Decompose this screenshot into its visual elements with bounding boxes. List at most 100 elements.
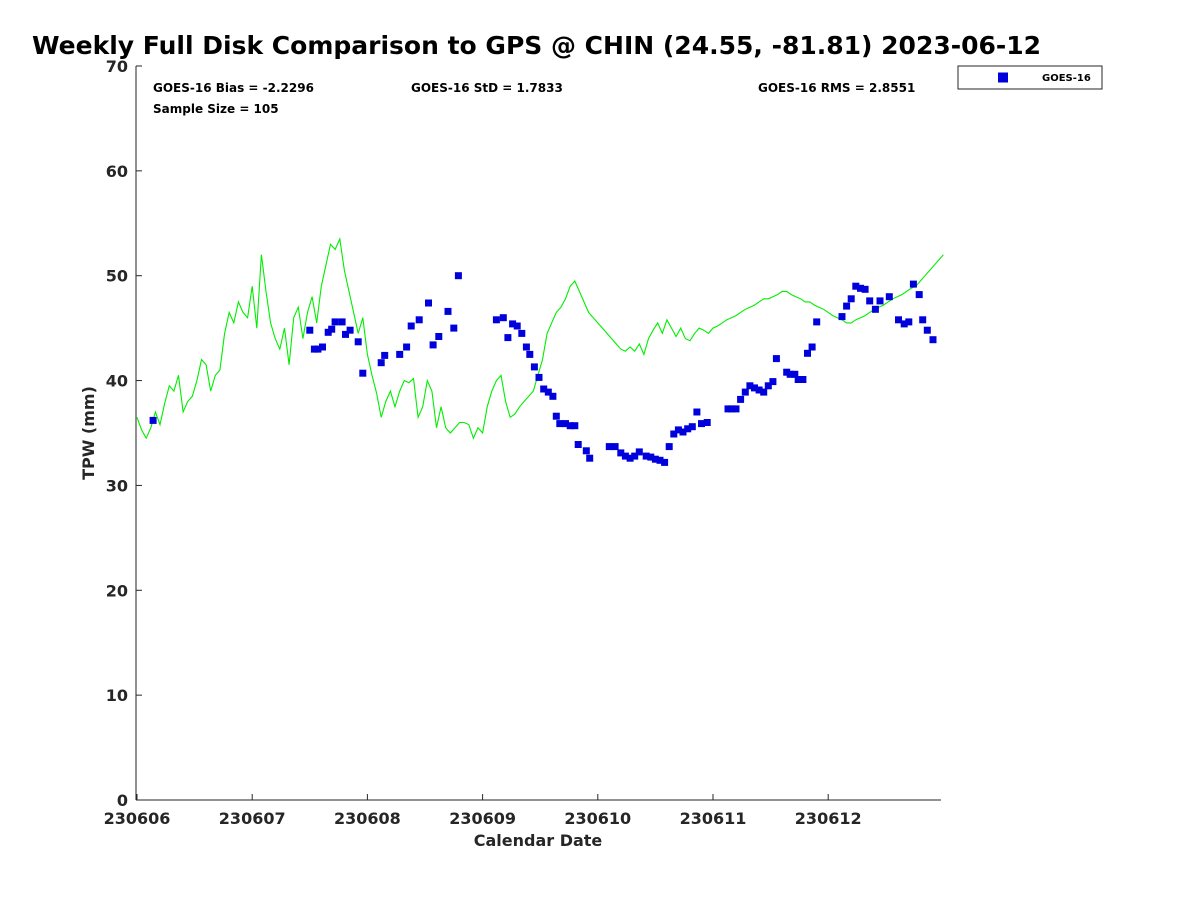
goes-16-point [582, 447, 590, 455]
goes-16-point [799, 376, 807, 383]
goes-16-point [838, 313, 846, 321]
x-tick-label: 230606 [104, 809, 171, 828]
goes-16-point [425, 299, 432, 307]
goes-16-point [755, 386, 763, 394]
goes-16-point [923, 326, 931, 334]
stat-sample-size: Sample Size = 105 [153, 102, 279, 116]
goes-16-point [665, 443, 673, 451]
goes-16-point [794, 376, 802, 383]
goes-16-point [871, 305, 879, 313]
goes-16-point [760, 388, 768, 396]
goes-16-point [540, 385, 548, 393]
goes-16-point [509, 320, 517, 328]
goes-16-point [342, 330, 349, 338]
goes-16-point [866, 297, 874, 305]
goes-16-point [631, 452, 639, 460]
y-tick-label: 60 [106, 162, 128, 181]
goes-16-point [698, 420, 705, 428]
goes-16-point [314, 345, 322, 353]
y-tick-label: 30 [106, 476, 128, 495]
goes-16-point [535, 373, 543, 381]
goes-16-point [861, 285, 869, 293]
y-tick-label: 40 [106, 372, 128, 391]
goes-16-point [929, 336, 937, 344]
x-tick-label: 230607 [219, 809, 286, 828]
goes-16-point [703, 419, 711, 426]
goes-16-point [331, 318, 339, 326]
goes-16-point [741, 388, 749, 396]
goes-16-point [435, 333, 443, 340]
goes-16-point [688, 423, 696, 431]
goes-16-point [769, 378, 777, 386]
goes-16-point [679, 428, 687, 436]
goes-16-point [621, 452, 629, 460]
goes-16-point [626, 454, 634, 462]
goes-16-point [737, 395, 745, 403]
legend-box [957, 65, 1103, 90]
x-tick-label: 230612 [795, 809, 862, 828]
y-tick-label: 10 [106, 686, 128, 705]
goes-16-point [808, 343, 816, 351]
goes-16-point [611, 443, 619, 451]
goes-16-point [732, 405, 740, 413]
goes-16-point [919, 316, 927, 324]
goes-16-point [444, 307, 452, 315]
goes-16-point [549, 392, 557, 400]
goes-16-point [522, 343, 530, 351]
series-line-gps [136, 237, 944, 440]
goes-16-point [504, 334, 512, 342]
goes-16-point [684, 425, 692, 433]
x-ticks: 230606 230607 230608 230609 230610 230611 2306… [104, 794, 862, 828]
goes-16-point [693, 408, 701, 416]
legend-label-goes-16: GOES-16 [1042, 73, 1091, 84]
goes-16-point [407, 322, 415, 330]
goes-16-point [895, 316, 902, 324]
goes-16-point [915, 291, 923, 299]
goes-16-point [791, 370, 799, 378]
goes-16-point [338, 318, 346, 326]
stat-std: GOES-16 StD = 1.7833 [411, 81, 563, 95]
goes-16-point [751, 384, 758, 392]
goes-16-point [149, 416, 157, 424]
goes-16-point [544, 388, 552, 396]
goes-16-point [556, 420, 564, 428]
goes-16-point [518, 329, 526, 337]
goes-16-point [306, 326, 314, 334]
goes-16-point [586, 454, 594, 462]
chart-title: Weekly Full Disk Comparison to GPS @ CHI… [32, 31, 1041, 60]
y-tick-label: 70 [106, 57, 128, 76]
goes-16-point [499, 314, 507, 322]
goes-16-point [876, 297, 884, 305]
goes-16-point [813, 318, 821, 326]
x-tick-label: 230610 [564, 809, 631, 828]
goes-16-point [396, 350, 404, 358]
goes-16-point [635, 448, 643, 456]
goes-16-point [454, 272, 462, 280]
goes-16-point [377, 359, 385, 367]
goes-16-point [857, 284, 864, 292]
goes-16-point [492, 316, 500, 324]
goes-16-point [526, 350, 534, 358]
series-goes-16-markers [149, 272, 937, 466]
goes-16-point [847, 295, 855, 303]
goes-16-point [328, 325, 336, 333]
goes-16-point [786, 370, 794, 378]
goes-16-point [746, 382, 754, 390]
goes-16-point [571, 422, 579, 430]
x-tick-label: 230609 [449, 809, 516, 828]
goes-16-point [319, 343, 326, 351]
legend: GOES-16 [957, 65, 1103, 90]
goes-16-point [727, 405, 735, 413]
goes-16-point [346, 326, 354, 334]
y-axis-label: TPW (mm) [79, 386, 98, 480]
y-tick-label: 0 [117, 791, 128, 810]
goes-16-point [617, 449, 625, 457]
goes-16-point [670, 430, 678, 438]
goes-16-point [661, 458, 669, 466]
goes-16-point [843, 302, 851, 310]
goes-16-point [852, 282, 860, 290]
goes-16-point [804, 349, 811, 357]
stat-rms: GOES-16 RMS = 2.8551 [758, 81, 915, 95]
